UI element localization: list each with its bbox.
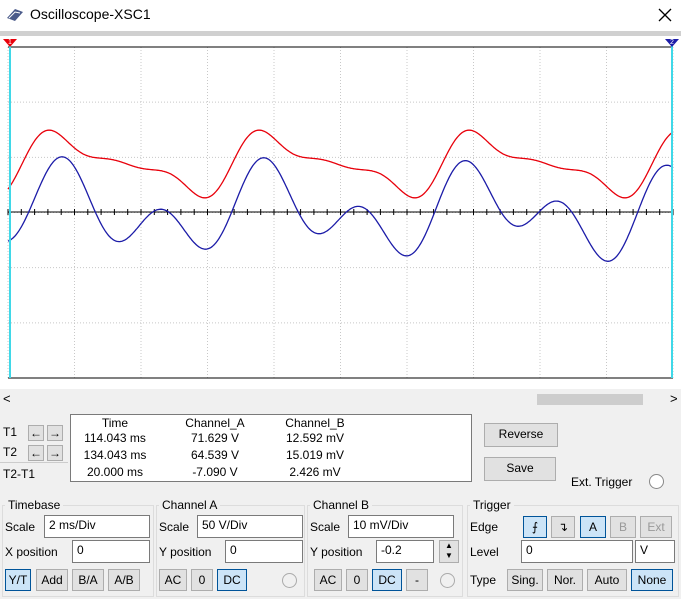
scrollbar[interactable]: < > [0, 391, 681, 408]
cursor-2-handle [665, 39, 679, 47]
cursor-right-button[interactable]: → [47, 425, 63, 441]
field-label: Y position [159, 545, 212, 559]
cursor-1-handle [3, 39, 17, 47]
field-label: Level [470, 545, 499, 559]
cursor-label: 2 [670, 39, 674, 46]
cursor-row-label: T1 [3, 425, 18, 439]
readout-value: 114.043 ms [84, 431, 146, 445]
save-button[interactable]: Save [484, 457, 556, 481]
field-label: X position [5, 545, 58, 559]
readout-value: -7.090 V [192, 465, 238, 479]
ypos-input[interactable]: 0 [225, 540, 303, 563]
cursor-left-button[interactable]: ← [28, 445, 44, 461]
readout-box [70, 414, 472, 482]
cursor-label: 1 [8, 39, 12, 46]
coupling-button[interactable]: 0 [346, 569, 368, 591]
field-label: Y position [310, 545, 363, 559]
field-label: Type [470, 573, 497, 587]
type-button[interactable]: None [631, 569, 673, 591]
coupling-button[interactable]: - [406, 569, 428, 591]
readout-value: 134.043 ms [83, 448, 147, 462]
divider [0, 462, 68, 463]
channel-a-trace [7, 129, 674, 199]
radio[interactable] [440, 573, 455, 588]
cursor-left-button[interactable]: ← [28, 425, 44, 441]
title-bar [0, 0, 681, 31]
readout-header: Channel_B [285, 416, 345, 430]
edge-source-button[interactable]: B [610, 516, 636, 538]
scale-input[interactable]: 2 ms/Div [44, 515, 150, 538]
readout-value: 2.426 mV [289, 465, 341, 479]
mode-button[interactable]: Add [36, 569, 68, 591]
coupling-button[interactable]: 0 [191, 569, 213, 591]
channel-b-trace [7, 156, 674, 262]
radio[interactable] [282, 573, 297, 588]
type-button[interactable]: Sing. [507, 569, 543, 591]
level-unit[interactable]: V [635, 540, 675, 563]
type-button[interactable]: Auto [587, 569, 627, 591]
cursor-right-button[interactable]: → [47, 445, 63, 461]
field-label: Scale [310, 520, 341, 534]
cursor-row-label: T2 [3, 445, 18, 459]
mode-button[interactable]: B/A [72, 569, 104, 591]
readout-value: 71.629 V [190, 431, 240, 445]
readout-header: Time [101, 416, 129, 430]
edge-source-button[interactable]: A [580, 516, 606, 538]
readout-header: Channel_A [185, 416, 245, 430]
top-bar [0, 31, 681, 36]
group-title: Trigger [470, 498, 514, 512]
edge-source-button[interactable]: Ext [640, 516, 672, 538]
scale-input[interactable]: 50 V/Div [197, 515, 303, 538]
group-title: Channel A [159, 498, 221, 512]
level-input[interactable]: 0 [521, 540, 633, 563]
edge-rising[interactable]: ⨍ [523, 516, 547, 538]
app-icon [7, 9, 23, 21]
group-box: Trigger Edge ⨍ ↴ A B Ext Level 0 V Type Sing. Nor. Au… [467, 498, 679, 597]
ext-trigger-port[interactable] [649, 474, 664, 489]
spin-button[interactable]: ▲ ▼ [439, 540, 459, 563]
ext-trigger-label: Ext. Trigger [571, 475, 633, 489]
group-box: Channel A Scale 50 V/Div Y position 0 AC 0 DC [156, 498, 305, 597]
edge-falling[interactable]: ↴ [551, 516, 575, 538]
field-label: Scale [159, 520, 190, 534]
type-button[interactable]: Nor. [547, 569, 583, 591]
coupling-button[interactable]: AC [159, 569, 187, 591]
cursor-row-label: T2-T1 [3, 467, 36, 481]
reverse-button[interactable]: Reverse [484, 423, 558, 447]
readout-value: 12.592 mV [285, 431, 345, 445]
coupling-button[interactable]: AC [314, 569, 342, 591]
group-box: Channel B Scale 10 mV/Div Y position -0.2 AC 0… [307, 498, 463, 597]
group-box: Timebase Scale 2 ms/Div X position 0 Y/T Add B/… [2, 498, 154, 597]
close-button[interactable] [657, 7, 673, 23]
window-title: Oscilloscope-XSC1 [30, 6, 151, 22]
group-title: Channel B [310, 498, 373, 512]
xpos-input[interactable]: 0 [72, 540, 150, 563]
readout-value: 15.019 mV [285, 448, 345, 462]
mode-button[interactable]: Y/T [5, 569, 31, 591]
field-label: Scale [5, 520, 36, 534]
mode-button[interactable]: A/B [108, 569, 140, 591]
coupling-button[interactable]: DC [372, 569, 402, 591]
readout-value: 20.000 ms [86, 465, 144, 479]
readout-value: 64.539 V [190, 448, 240, 462]
coupling-button[interactable]: DC [217, 569, 247, 591]
group-title: Timebase [5, 498, 64, 512]
ypos-input[interactable]: -0.2 [376, 540, 434, 563]
field-label: Edge [470, 520, 499, 534]
scale-input[interactable]: 10 mV/Div [348, 515, 454, 538]
